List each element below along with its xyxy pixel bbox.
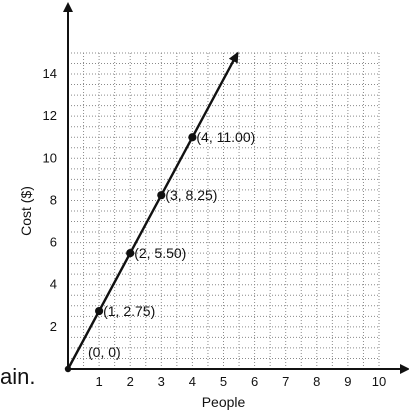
- y-tick-label: 2: [50, 319, 57, 334]
- data-point-label: (4, 11.00): [196, 129, 255, 145]
- axes: [63, 2, 409, 374]
- y-tick-label: 8: [50, 192, 57, 207]
- x-tick-label: 6: [251, 374, 258, 389]
- data-point-label: (1, 2.75): [103, 303, 155, 319]
- y-tick-label: 14: [43, 66, 57, 81]
- y-tick-label: 10: [43, 150, 57, 165]
- data-point: [126, 249, 135, 258]
- x-tick-label: 1: [95, 374, 102, 389]
- x-tick-label: 8: [313, 374, 320, 389]
- x-axis-label: People: [202, 394, 246, 410]
- x-tick-label: 10: [372, 374, 386, 389]
- cost-line-path: [66, 51, 239, 370]
- x-tick-label: 2: [127, 374, 134, 389]
- x-tick-label: 7: [282, 374, 289, 389]
- data-point-label: (3, 8.25): [165, 187, 217, 203]
- data-point: [95, 306, 104, 316]
- y-axis-label: Cost ($): [18, 186, 34, 236]
- point-labels: (0, 0) (1, 2.75) (2, 5.50) (3, 8.25) (4, 11.…: [88, 129, 255, 360]
- x-tick-label: 5: [220, 374, 227, 389]
- data-point: [64, 365, 72, 373]
- y-tick-label: 12: [43, 108, 57, 123]
- y-tick-label: 6: [50, 235, 57, 250]
- cut-off-text: ain.: [0, 364, 36, 389]
- x-tick-label: 3: [158, 374, 165, 389]
- data-point-label: (2, 5.50): [134, 245, 186, 261]
- data-point: [157, 191, 166, 200]
- grid: [68, 52, 380, 369]
- x-tick-label: 9: [344, 374, 351, 389]
- data-points: [64, 133, 197, 373]
- data-point: [188, 133, 197, 142]
- cost-line: [66, 51, 239, 370]
- x-tick-label: 4: [189, 374, 196, 389]
- data-point-label: (0, 0): [88, 344, 121, 360]
- y-tick-label: 4: [50, 277, 57, 292]
